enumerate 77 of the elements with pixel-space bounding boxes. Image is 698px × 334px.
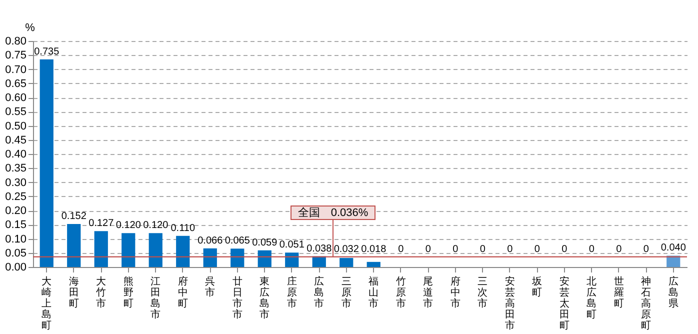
bar <box>203 248 217 267</box>
bar <box>122 233 136 267</box>
y-tick-label: 0.35 <box>5 162 26 175</box>
data-label: 0 <box>507 244 514 255</box>
data-label: 0.110 <box>170 222 196 234</box>
data-label: 0.065 <box>224 236 250 247</box>
y-tick-label: 0.75 <box>5 50 26 62</box>
x-tick-label: 広島市 <box>314 276 324 310</box>
y-tick-label: 0.45 <box>5 134 26 146</box>
y-tick-label: 0.65 <box>5 78 26 90</box>
data-label: 0.120 <box>116 220 142 232</box>
x-tick-label: 海田町 <box>68 276 79 310</box>
x-tick-label: 神石高原町 <box>641 276 652 332</box>
data-label: 0.127 <box>88 218 114 230</box>
data-label: 0.018 <box>361 244 387 255</box>
y-tick-label: 0.60 <box>5 92 26 104</box>
y-tick-label: 0.30 <box>5 176 26 189</box>
x-tick-label: 江田島市 <box>150 276 161 320</box>
bar <box>148 233 162 267</box>
y-tick-label: 0.05 <box>5 247 26 260</box>
data-label: 0 <box>480 244 486 255</box>
bar <box>67 224 81 267</box>
data-label: 0 <box>643 244 650 255</box>
x-tick-label: 安芸太田町 <box>559 276 570 332</box>
x-tick-label: 福山市 <box>368 276 379 310</box>
data-label: 0.032 <box>334 244 360 255</box>
data-label: 0 <box>452 244 459 255</box>
bar <box>230 248 244 267</box>
data-label: 0.040 <box>660 242 686 254</box>
x-tick-label: 三次市 <box>478 276 488 310</box>
bar <box>366 262 380 267</box>
y-axis-title: % <box>25 22 36 34</box>
x-tick-label: 庄原市 <box>286 276 297 310</box>
data-label: 0.038 <box>306 243 332 254</box>
data-label: 0.059 <box>252 237 278 248</box>
y-tick-label: 0.20 <box>5 205 26 217</box>
y-tick-label: 0.80 <box>5 36 26 48</box>
data-label: 0 <box>588 244 595 255</box>
data-label: 0 <box>616 244 622 255</box>
bar <box>94 231 108 267</box>
x-tick-label: 世羅町 <box>614 276 624 310</box>
x-tick-label: 東広島市 <box>260 276 270 320</box>
x-tick-label: 大竹市 <box>96 276 106 310</box>
data-label: 0.152 <box>61 211 87 222</box>
data-label: 0 <box>562 244 568 255</box>
x-tick-label: 大崎上島町 <box>42 276 52 332</box>
x-tick-label: 竹原市 <box>396 276 406 310</box>
y-tick-label: 0.70 <box>5 64 26 76</box>
data-label: 0.066 <box>198 235 224 246</box>
bar <box>340 258 354 267</box>
data-label: 0.735 <box>34 46 60 58</box>
y-tick-label: 0.00 <box>5 262 26 274</box>
x-tick-label: 広島県 <box>668 276 678 310</box>
bar <box>40 59 54 267</box>
ref-line-label: 全国 0.036% <box>298 206 368 219</box>
y-tick-label: 0.25 <box>5 190 26 203</box>
x-tick-label: 呉市 <box>205 276 216 298</box>
data-label: 0 <box>398 244 404 255</box>
x-tick-label: 廿日市市 <box>232 276 242 320</box>
y-tick-label: 0.50 <box>5 120 26 132</box>
data-label: 0 <box>425 244 432 255</box>
data-label: 0.051 <box>279 240 305 251</box>
data-label: 0 <box>534 244 540 255</box>
data-label: 0.120 <box>143 220 169 232</box>
x-tick-label: 府中市 <box>450 276 460 310</box>
x-tick-label: 北広島町 <box>586 276 597 320</box>
x-tick-label: 熊野町 <box>123 276 134 310</box>
x-tick-label: 尾道市 <box>423 276 434 310</box>
x-tick-label: 坂町 <box>531 276 542 298</box>
x-tick-label: 三原市 <box>341 276 352 310</box>
x-tick-label: 府中町 <box>178 276 188 310</box>
bar <box>176 236 190 267</box>
y-tick-label: 0.10 <box>5 233 26 246</box>
y-tick-label: 0.15 <box>5 219 26 232</box>
y-tick-label: 0.40 <box>5 148 26 160</box>
x-tick-label: 安芸高田市 <box>504 276 515 332</box>
y-tick-label: 0.55 <box>5 106 26 118</box>
